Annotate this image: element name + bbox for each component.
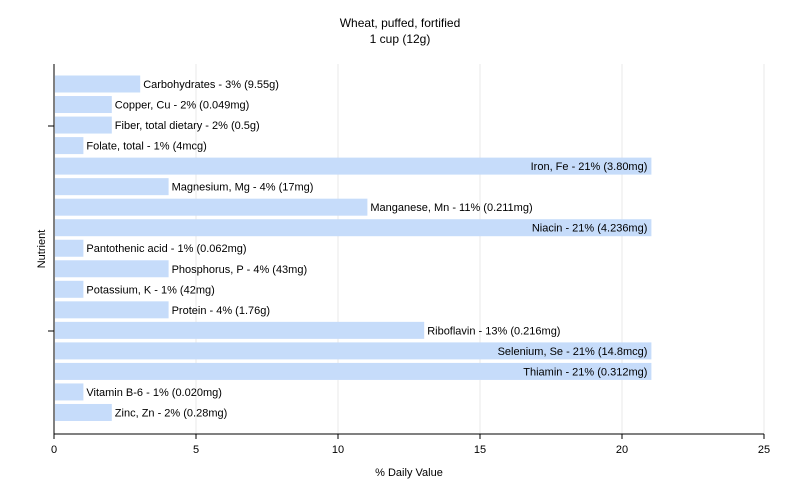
bar: [55, 75, 141, 93]
x-tick-label: 0: [51, 444, 57, 456]
bar-label: Selenium, Se - 21% (14.8mcg): [498, 346, 648, 358]
bar-label: Phosphorus, P - 4% (43mg): [172, 264, 308, 276]
bar: [55, 301, 169, 319]
chart-title: Wheat, puffed, fortified: [339, 16, 461, 30]
bar-label: Folate, total - 1% (4mcg): [86, 141, 206, 153]
chart-subtitle: 1 cup (12g): [369, 32, 431, 46]
bar: [55, 362, 652, 380]
bar-label: Zinc, Zn - 2% (0.28mg): [115, 407, 227, 419]
bar: [55, 219, 652, 237]
bar: [55, 239, 84, 257]
x-axis-ticks: 0 5 10 15 20 25: [51, 434, 770, 456]
bar-label: Manganese, Mn - 11% (0.211mg): [370, 202, 532, 214]
bar: [55, 321, 425, 339]
bar: [55, 260, 169, 278]
bar-labels: Carbohydrates - 3% (9.55g) Copper, Cu - 2…: [86, 79, 647, 419]
bar-label: Copper, Cu - 2% (0.049mg): [115, 100, 250, 112]
bar: [55, 96, 112, 114]
x-tick-label: 25: [758, 444, 770, 456]
x-tick-label: 5: [193, 444, 199, 456]
bar-label: Potassium, K - 1% (42mg): [86, 284, 214, 296]
bar-label: Iron, Fe - 21% (3.80mg): [531, 161, 648, 173]
y-axis-label: Nutrient: [36, 230, 48, 269]
bar: [55, 198, 368, 216]
bar: [55, 116, 112, 134]
bar-label: Thiamin - 21% (0.312mg): [523, 366, 647, 378]
bar-label: Carbohydrates - 3% (9.55g): [143, 79, 279, 91]
bar: [55, 137, 84, 155]
bar: [55, 383, 84, 401]
bar-label: Vitamin B-6 - 1% (0.020mg): [86, 387, 222, 399]
bar-label: Fiber, total dietary - 2% (0.5g): [115, 120, 260, 132]
bar: [55, 157, 652, 175]
x-tick-label: 10: [332, 444, 344, 456]
bar-label: Protein - 4% (1.76g): [172, 305, 270, 317]
x-tick-label: 15: [474, 444, 486, 456]
x-tick-label: 20: [616, 444, 628, 456]
bar: [55, 342, 652, 360]
bar-label: Pantothenic acid - 1% (0.062mg): [86, 243, 246, 255]
bar-label: Magnesium, Mg - 4% (17mg): [172, 182, 314, 194]
bars: [55, 75, 652, 421]
bar: [55, 280, 84, 298]
x-axis-label: % Daily Value: [375, 467, 443, 479]
bar: [55, 403, 112, 421]
bar-label: Riboflavin - 13% (0.216mg): [427, 325, 560, 337]
bar-label: Niacin - 21% (4.236mg): [532, 223, 648, 235]
bar: [55, 178, 169, 196]
